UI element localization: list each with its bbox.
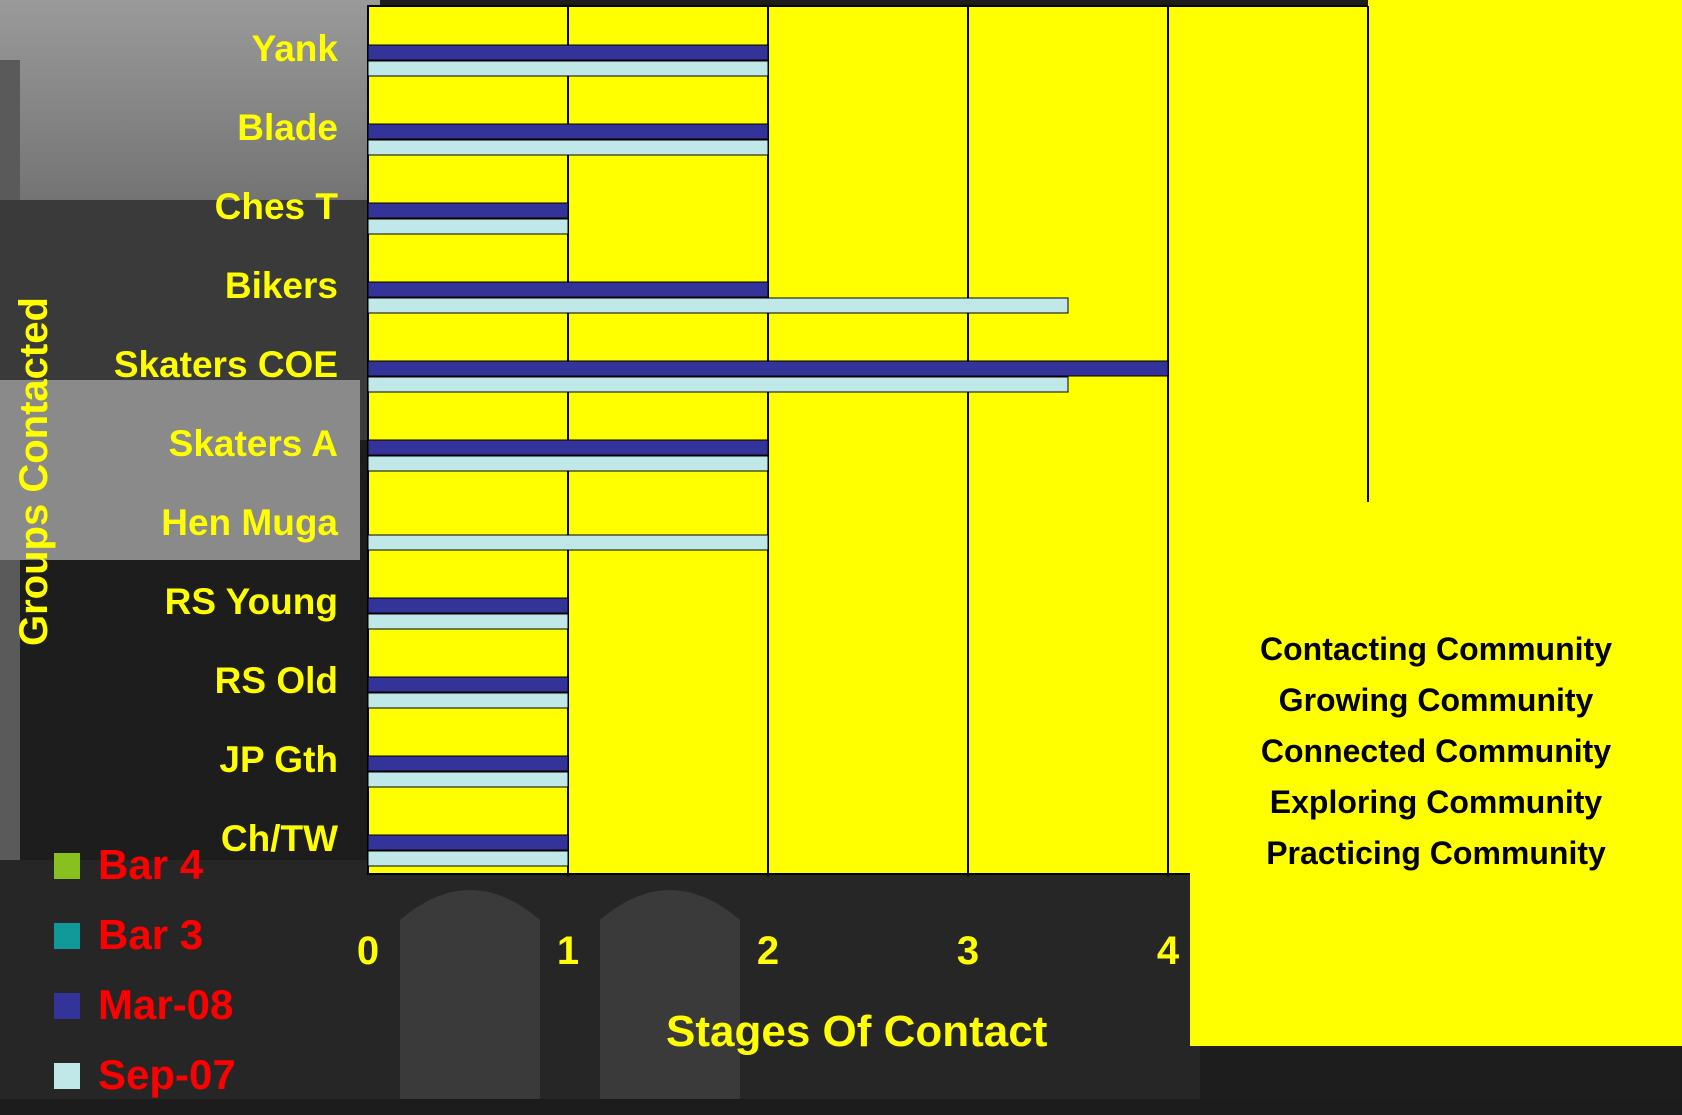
- y-tick-label: Hen Muga: [161, 502, 338, 543]
- bar: [367, 297, 1069, 314]
- legend-label: Sep-07: [98, 1051, 236, 1098]
- bar: [367, 360, 1169, 377]
- bar: [367, 676, 569, 693]
- bar: [367, 692, 569, 709]
- bar: [367, 439, 769, 456]
- stage-item: Practicing Community: [1266, 835, 1606, 871]
- x-tick-labels: 0 1 2 3 4: [357, 929, 1180, 973]
- bar: [367, 834, 569, 851]
- y-axis-title-wrap: Groups Contacted: [12, 297, 56, 647]
- y-tick-label: JP Gth: [219, 739, 338, 780]
- x-tick-label: 1: [557, 929, 579, 973]
- bar: [367, 455, 769, 472]
- stage-item: Exploring Community: [1269, 784, 1603, 820]
- bar: [367, 771, 569, 788]
- legend-swatch: [54, 993, 80, 1019]
- y-tick-label: Yank: [252, 28, 339, 69]
- bar: [367, 613, 569, 630]
- bar: [367, 123, 769, 140]
- bar: [367, 44, 769, 61]
- bar: [367, 139, 769, 156]
- y-axis-title: Groups Contacted: [12, 297, 56, 646]
- legend-label: Bar 3: [98, 911, 204, 958]
- x-tick-label: 3: [957, 929, 979, 973]
- y-tick-labels: Yank Blade Ches T Bikers Skaters COE Skaters …: [114, 28, 339, 859]
- x-axis-title: Stages Of Contact: [666, 1007, 1048, 1056]
- y-tick-label: Blade: [237, 107, 338, 148]
- bar: [367, 202, 569, 219]
- plot-area-extension: [1368, 0, 1682, 502]
- stage-list: Contacting Community Growing Community C…: [1190, 624, 1682, 879]
- legend-label: Bar 4: [98, 841, 204, 888]
- x-tick-label: 2: [757, 929, 779, 973]
- bar: [367, 534, 769, 551]
- bar: [367, 281, 769, 298]
- y-tick-label: RS Young: [165, 581, 338, 622]
- legend-swatch: [54, 1063, 80, 1089]
- x-tick-label: 0: [357, 929, 379, 973]
- y-tick-label: Ches T: [215, 186, 339, 227]
- stages-panel: Contacting Community Growing Community C…: [1190, 502, 1682, 1046]
- bars: [367, 44, 1169, 867]
- y-tick-label: Skaters A: [169, 423, 338, 464]
- legend-swatch: [54, 853, 80, 879]
- y-tick-label: Bikers: [225, 265, 338, 306]
- stage-item: Growing Community: [1278, 682, 1594, 718]
- bar: [367, 218, 569, 235]
- bar: [367, 755, 569, 772]
- bar: [367, 850, 569, 867]
- bar: [367, 597, 569, 614]
- legend-label: Mar-08: [98, 981, 234, 1028]
- bar: [367, 376, 1069, 393]
- y-tick-label: Ch/TW: [221, 818, 338, 859]
- x-tick-label: 4: [1157, 929, 1180, 973]
- stage-item: Connected Community: [1260, 733, 1612, 769]
- y-tick-label: RS Old: [215, 660, 338, 701]
- legend-swatch: [54, 923, 80, 949]
- stage-item: Contacting Community: [1260, 631, 1612, 667]
- bar: [367, 60, 769, 77]
- y-tick-label: Skaters COE: [114, 344, 338, 385]
